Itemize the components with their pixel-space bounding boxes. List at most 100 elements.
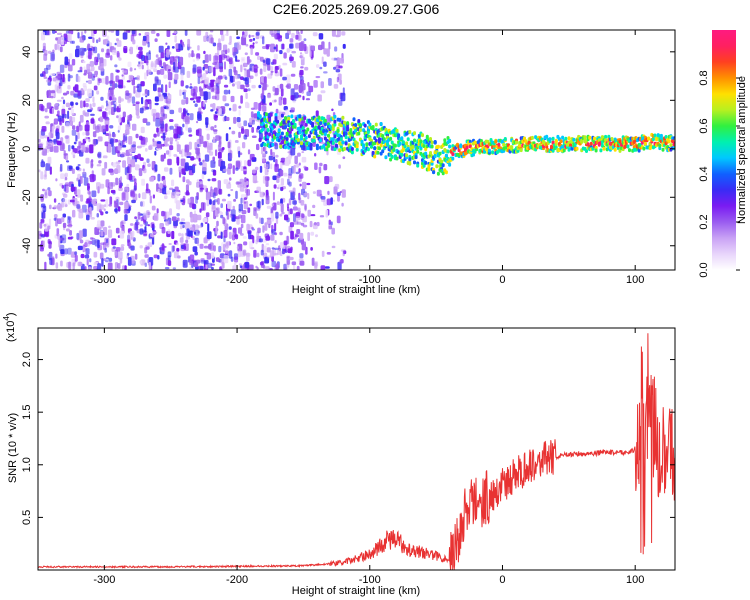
heatmap-cell: [163, 50, 166, 59]
heatmap-cell: [349, 128, 353, 132]
heatmap-cell: [263, 76, 267, 84]
heatmap-cell: [141, 229, 146, 233]
heatmap-cell: [213, 245, 216, 252]
heatmap-cell: [355, 147, 359, 152]
heatmap-cell: [83, 72, 87, 76]
heatmap-cell: [67, 236, 73, 240]
heatmap-cell: [51, 126, 55, 134]
heatmap-cell: [61, 217, 65, 223]
heatmap-cell: [49, 257, 53, 265]
heatmap-cell: [585, 149, 588, 153]
heatmap-cell: [233, 66, 237, 73]
heatmap-cell: [163, 95, 168, 100]
heatmap-cell: [182, 224, 185, 229]
heatmap-cell: [120, 176, 123, 181]
x-tick-label: -100: [359, 574, 381, 586]
heatmap-cell: [199, 208, 202, 213]
heatmap-cell: [213, 129, 218, 132]
heatmap-cell: [43, 76, 48, 79]
heatmap-cell: [393, 143, 397, 148]
heatmap-cell: [365, 142, 369, 147]
heatmap-cell: [413, 160, 416, 165]
heatmap-cell: [135, 219, 139, 223]
heatmap-cell: [140, 200, 145, 207]
heatmap-cell: [326, 198, 332, 206]
heatmap-cell: [126, 183, 130, 187]
heatmap-cell: [277, 249, 282, 255]
heatmap-cell: [169, 109, 175, 115]
heatmap-cell: [140, 201, 143, 207]
heatmap-cell: [328, 41, 331, 50]
heatmap-cell: [199, 135, 204, 144]
heatmap-cell: [238, 227, 243, 234]
heatmap-cell: [320, 265, 326, 270]
heatmap-cell: [136, 145, 142, 149]
heatmap-cell: [551, 136, 555, 141]
heatmap-cell: [111, 238, 117, 246]
heatmap-cell: [203, 91, 208, 101]
heatmap-cell: [275, 108, 279, 114]
heatmap-cell: [180, 80, 184, 87]
heatmap-cell: [336, 76, 340, 83]
heatmap-cell: [121, 152, 126, 157]
heatmap-cell: [300, 222, 305, 226]
heatmap-cell: [206, 37, 211, 42]
heatmap-cell: [161, 243, 165, 251]
heatmap-cell: [62, 213, 66, 218]
heatmap-cell: [274, 247, 279, 250]
heatmap-cell: [184, 144, 190, 153]
heatmap-cell: [224, 61, 226, 70]
heatmap-cell: [64, 176, 68, 181]
heatmap-cell: [116, 40, 122, 47]
heatmap-cell: [109, 196, 113, 205]
heatmap-cell: [164, 167, 169, 172]
heatmap-cell: [61, 184, 64, 189]
heatmap-cell: [97, 151, 102, 159]
heatmap-cell: [530, 135, 534, 140]
heatmap-cell: [211, 169, 216, 173]
heatmap-cell: [53, 198, 57, 203]
heatmap-cell: [202, 101, 205, 107]
heatmap-cell: [607, 134, 611, 139]
heatmap-cell: [160, 154, 165, 162]
heatmap-cell: [258, 217, 261, 224]
heatmap-cell: [280, 88, 284, 97]
heatmap-cell: [204, 77, 209, 85]
heatmap-cell: [188, 46, 192, 49]
heatmap-cell: [122, 85, 126, 89]
heatmap-cell: [151, 160, 155, 168]
heatmap-cell: [115, 161, 120, 165]
heatmap-cell: [251, 115, 254, 125]
heatmap-cell: [99, 125, 103, 132]
heatmap-cell: [358, 128, 362, 133]
heatmap-cell: [238, 203, 243, 212]
heatmap-cell: [262, 46, 267, 49]
heatmap-cell: [200, 258, 205, 262]
heatmap-cell: [221, 34, 225, 42]
heatmap-cell: [202, 73, 207, 79]
heatmap-cell: [127, 96, 131, 104]
heatmap-cell: [300, 53, 304, 60]
heatmap-cell: [317, 115, 321, 120]
heatmap-cell: [85, 80, 89, 83]
heatmap-cell: [274, 113, 278, 117]
y-tick-label: -40: [21, 238, 33, 254]
heatmap-cell: [214, 111, 218, 114]
heatmap-cell: [220, 203, 223, 209]
heatmap-cell: [238, 150, 241, 158]
heatmap-cell: [163, 179, 166, 185]
heatmap-cell: [77, 132, 80, 140]
heatmap-cell: [207, 178, 211, 182]
heatmap-cell: [331, 108, 334, 112]
heatmap-cell: [176, 213, 180, 217]
heatmap-cell: [134, 253, 138, 260]
heatmap-cell: [260, 217, 264, 225]
heatmap-cell: [87, 185, 90, 189]
heatmap-cell: [212, 200, 216, 206]
heatmap-cell: [180, 218, 185, 222]
heatmap-cell: [185, 85, 189, 89]
heatmap-cell: [179, 56, 184, 66]
heatmap-cell: [55, 262, 59, 269]
x-tick-label: -100: [359, 274, 381, 286]
heatmap-cell: [76, 125, 79, 133]
